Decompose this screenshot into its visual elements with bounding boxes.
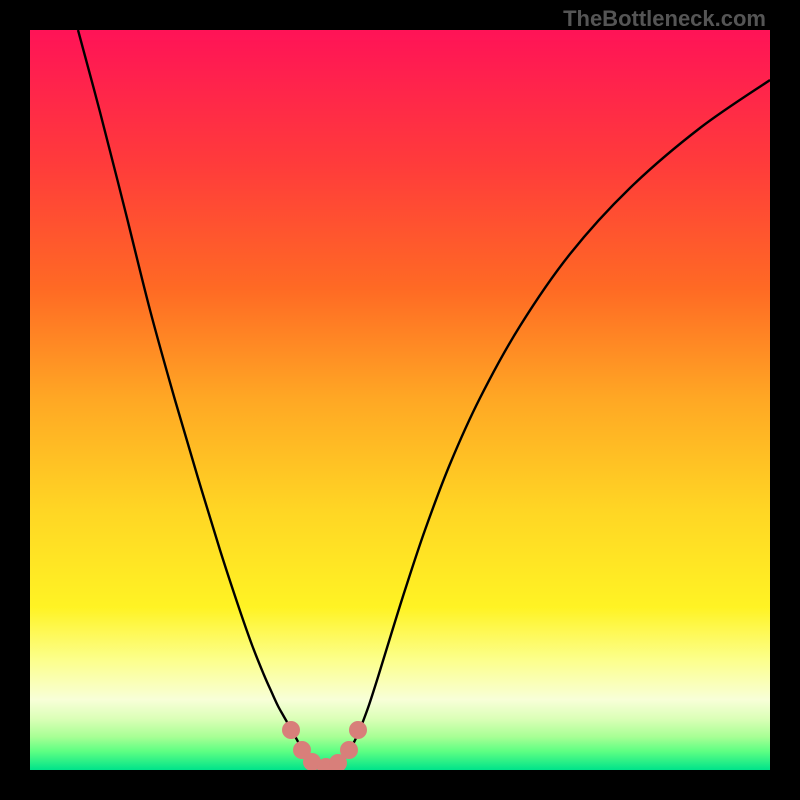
curve-marker <box>349 721 367 739</box>
bottleneck-curve <box>78 30 770 767</box>
watermark-text: TheBottleneck.com <box>563 6 766 32</box>
plot-area <box>30 30 770 770</box>
curve-marker <box>282 721 300 739</box>
curve-marker <box>340 741 358 759</box>
bottleneck-curve-chart <box>30 30 770 770</box>
chart-frame: TheBottleneck.com <box>0 0 800 800</box>
